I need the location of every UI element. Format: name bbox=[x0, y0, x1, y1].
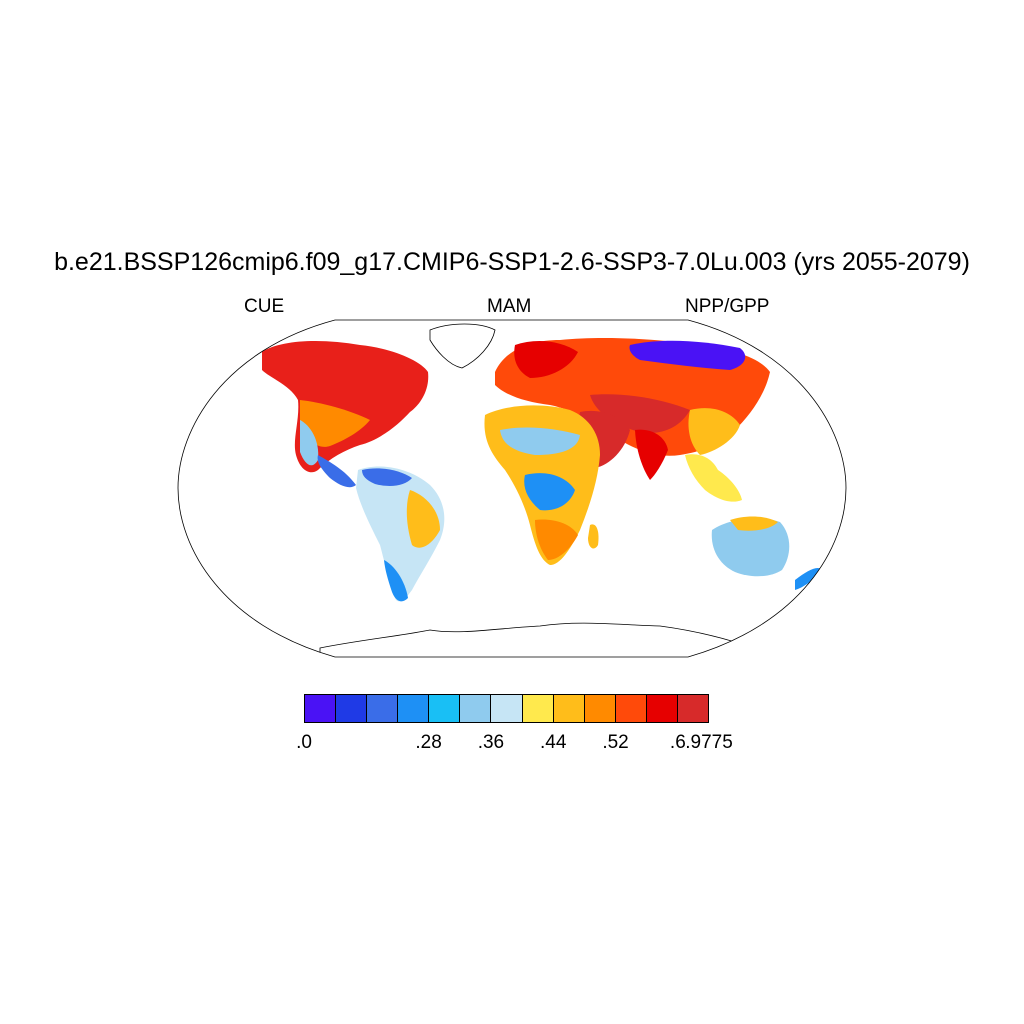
australia-north bbox=[730, 516, 778, 531]
colorbar-swatch bbox=[305, 695, 337, 722]
south-america-east bbox=[406, 490, 440, 548]
colorbar-swatch bbox=[646, 695, 678, 722]
colorbar-swatch bbox=[367, 695, 399, 722]
colorbar-swatch bbox=[522, 695, 554, 722]
central-asia bbox=[590, 394, 690, 434]
patagonia bbox=[384, 560, 408, 602]
southeast-asia bbox=[685, 454, 742, 502]
south-america-north bbox=[362, 468, 412, 486]
siberia-northeast bbox=[629, 340, 746, 370]
north-america-landmass bbox=[262, 340, 429, 473]
map-land-layer bbox=[262, 323, 822, 657]
sahara-mixed bbox=[500, 427, 580, 455]
colorbar-swatch bbox=[584, 695, 616, 722]
colorbar-tick-label: .44 bbox=[540, 732, 567, 753]
madagascar bbox=[588, 524, 599, 549]
colorbar-swatch bbox=[429, 695, 461, 722]
colorbar-swatch bbox=[491, 695, 523, 722]
colorbar-swatch bbox=[398, 695, 430, 722]
season-label: MAM bbox=[487, 296, 532, 317]
colorbar-tick-label: .28 bbox=[415, 732, 442, 753]
map-boundary bbox=[177, 319, 847, 658]
colorbar-swatch bbox=[553, 695, 585, 722]
usa-southwest bbox=[300, 420, 319, 466]
colorbar-swatch bbox=[677, 695, 709, 722]
colorbar bbox=[304, 694, 709, 723]
plot-title: b.e21.BSSP126cmip6.f09_g17.CMIP6-SSP1-2.… bbox=[54, 248, 970, 276]
india bbox=[635, 429, 668, 480]
colorbar-tick-label: .0 bbox=[296, 732, 312, 753]
colorbar-tick-label: .6 bbox=[669, 732, 686, 753]
variable-label: CUE bbox=[244, 296, 285, 317]
africa-central bbox=[524, 473, 575, 511]
africa-south bbox=[535, 519, 578, 560]
colorbar-tick-label: .36 bbox=[477, 732, 505, 753]
colorbar-tick-label: .52 bbox=[602, 732, 629, 753]
greenland-outline bbox=[429, 323, 496, 369]
east-asia bbox=[688, 408, 740, 455]
units-label: NPP/GPP bbox=[685, 296, 770, 317]
north-america-south-band bbox=[300, 400, 370, 447]
colorbar-swatch bbox=[460, 695, 492, 722]
colorbar-swatch bbox=[336, 695, 368, 722]
colorbar-swatch bbox=[615, 695, 647, 722]
new-zealand bbox=[795, 568, 822, 590]
central-america bbox=[317, 455, 356, 488]
antarctica-outline bbox=[319, 622, 736, 657]
europe-north bbox=[514, 340, 578, 378]
colorbar-tick-label: .9775 bbox=[685, 732, 733, 753]
australia-landmass bbox=[711, 518, 790, 577]
